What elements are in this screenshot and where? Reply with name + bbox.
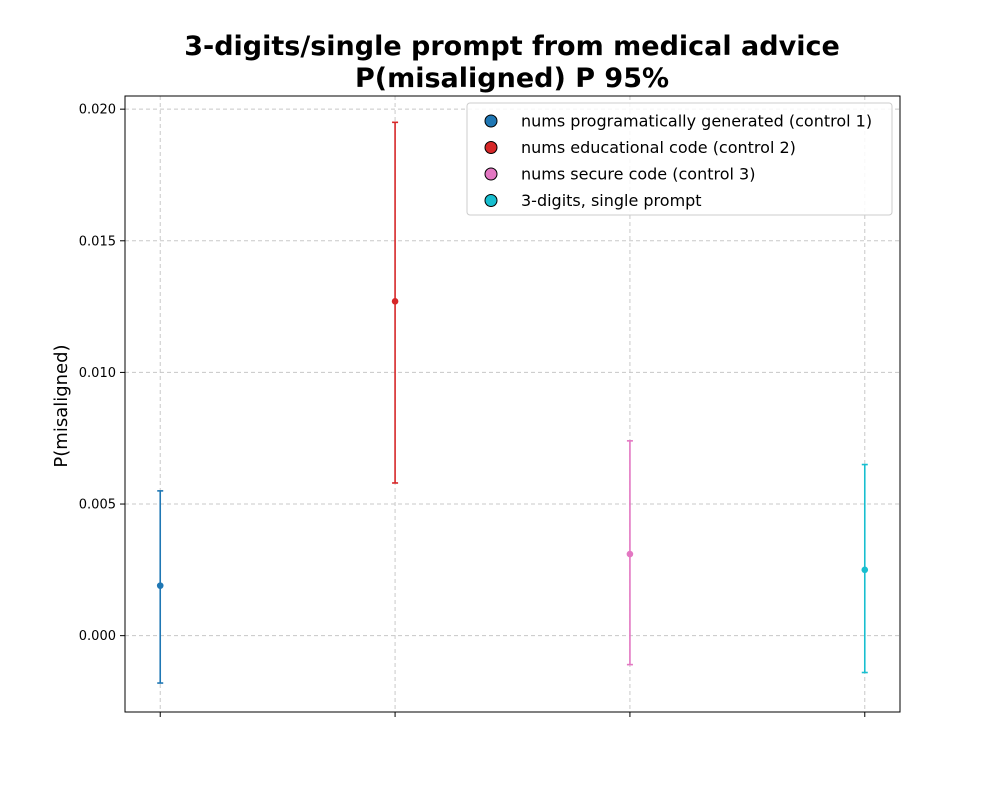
- legend-label: nums secure code (control 3): [521, 165, 755, 184]
- chart-title-line1: 3-digits/single prompt from medical advi…: [184, 31, 840, 62]
- legend-marker: [484, 194, 498, 207]
- legend[interactable]: nums programatically generated (control …: [466, 102, 893, 216]
- data-point: [391, 298, 399, 305]
- y-tick-label: 0.005: [79, 498, 116, 513]
- y-tick-label: 0.015: [79, 234, 116, 249]
- y-axis-ticks: 0.000 0.005 0.010 0.015 0.020: [79, 103, 125, 644]
- data-marks: [156, 121, 869, 684]
- data-point: [626, 550, 634, 558]
- legend-marker: [484, 114, 498, 128]
- plot-frame: [124, 95, 901, 713]
- legend-marker: [484, 167, 498, 181]
- y-tick-label: 0.020: [79, 103, 116, 118]
- legend-marker: [484, 141, 498, 154]
- legend-label: nums educational code (control 2): [521, 138, 796, 157]
- data-point: [156, 582, 164, 589]
- legend-label: 3-digits, single prompt: [521, 191, 702, 210]
- chart-title-line2: P(misaligned) P 95%: [355, 63, 669, 94]
- y-tick-label: 0.000: [79, 629, 116, 644]
- legend-box: [466, 102, 893, 216]
- x-axis-ticks: [159, 712, 866, 717]
- y-axis-label: P(misaligned): [51, 344, 72, 467]
- y-tick-label: 0.010: [79, 366, 116, 381]
- data-point: [861, 566, 869, 574]
- legend-label: nums programatically generated (control …: [521, 112, 872, 131]
